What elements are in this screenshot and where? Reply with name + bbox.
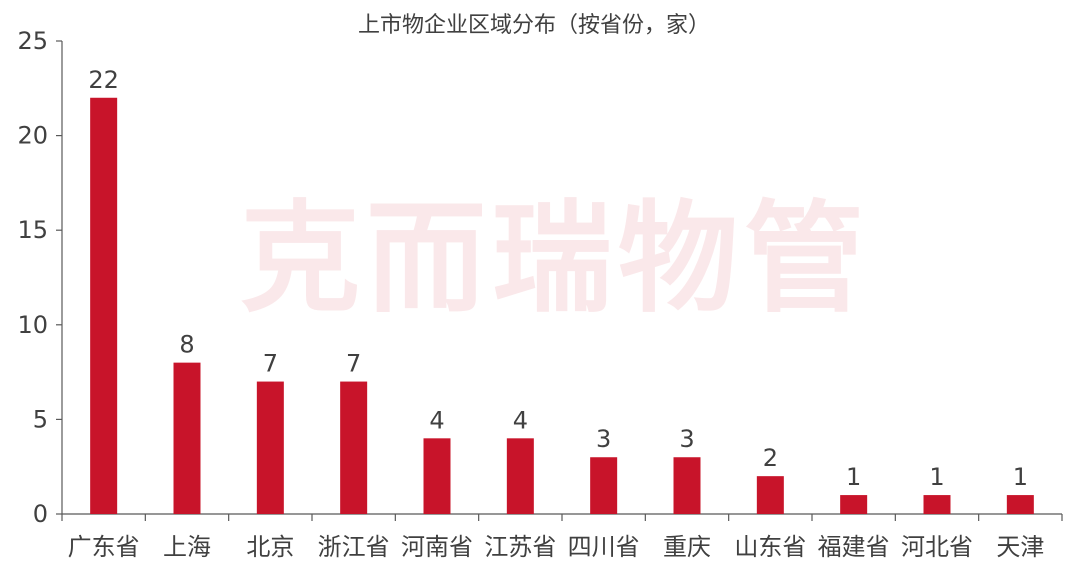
x-category-label: 重庆 bbox=[663, 533, 711, 561]
data-label: 1 bbox=[846, 463, 861, 491]
y-axis: 0 5 10 15 20 25 bbox=[17, 27, 63, 528]
data-label: 2 bbox=[763, 444, 778, 472]
y-tick-label: 20 bbox=[17, 122, 48, 150]
x-category-label: 山东省 bbox=[734, 533, 806, 561]
bar bbox=[340, 381, 368, 514]
bar bbox=[923, 495, 951, 514]
data-label: 4 bbox=[429, 406, 444, 434]
x-category-label: 四川省 bbox=[568, 533, 640, 561]
x-axis: 广东省 上海 北京 浙江省 河南省 江苏省 四川省 重庆 山东省 福建省 河北省 天津 bbox=[61, 513, 1063, 561]
y-tick-label: 15 bbox=[17, 216, 48, 244]
data-label: 3 bbox=[679, 425, 694, 453]
bar bbox=[506, 438, 534, 514]
bar bbox=[590, 457, 618, 514]
data-label: 4 bbox=[513, 406, 528, 434]
y-tick-label: 5 bbox=[33, 405, 48, 433]
x-category-label: 江苏省 bbox=[484, 533, 556, 561]
y-tick-label: 0 bbox=[33, 500, 48, 528]
data-label: 22 bbox=[88, 66, 119, 94]
x-category-label: 北京 bbox=[246, 533, 294, 561]
bar bbox=[173, 362, 201, 514]
data-label: 7 bbox=[263, 350, 278, 378]
bar bbox=[673, 457, 701, 514]
watermark-text: 克而瑞物管 bbox=[240, 190, 870, 329]
data-label: 1 bbox=[1013, 463, 1028, 491]
x-category-label: 上海 bbox=[163, 533, 211, 561]
data-label: 7 bbox=[346, 350, 361, 378]
bars-group bbox=[90, 97, 1034, 514]
bar bbox=[756, 476, 784, 514]
bar bbox=[1006, 495, 1034, 514]
x-category-label: 天津 bbox=[996, 533, 1044, 561]
bar bbox=[840, 495, 868, 514]
x-category-label: 浙江省 bbox=[318, 533, 390, 561]
x-category-label: 广东省 bbox=[68, 533, 140, 561]
x-category-label: 河南省 bbox=[401, 533, 473, 561]
data-labels-group: 22 8 7 7 4 4 3 3 2 1 1 1 bbox=[88, 66, 1028, 491]
y-tick-label: 10 bbox=[17, 311, 48, 339]
x-category-label: 福建省 bbox=[818, 533, 890, 561]
chart-title: 上市物企业区域分布（按省份，家） bbox=[358, 13, 710, 38]
y-tick-label: 25 bbox=[17, 27, 48, 55]
data-label: 8 bbox=[179, 331, 194, 359]
bar bbox=[423, 438, 451, 514]
bar bbox=[256, 381, 284, 514]
data-label: 3 bbox=[596, 425, 611, 453]
data-label: 1 bbox=[929, 463, 944, 491]
bar bbox=[90, 97, 118, 514]
x-category-label: 河北省 bbox=[901, 533, 973, 561]
